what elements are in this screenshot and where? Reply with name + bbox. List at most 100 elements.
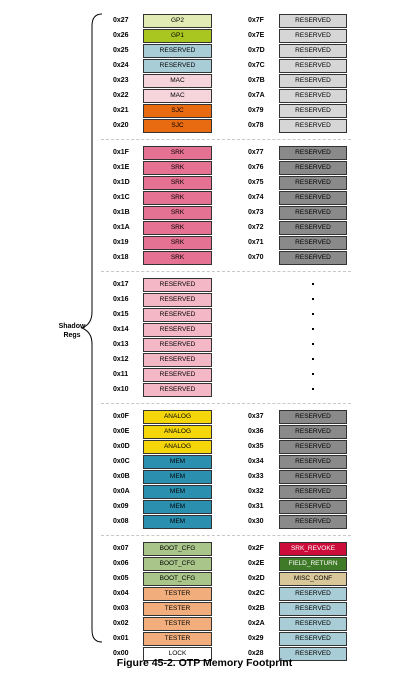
left-row-fuse-box: GP1 — [143, 29, 212, 44]
left-row-address: 0x07 — [113, 544, 129, 552]
left-row-fuse-box: SRK — [143, 221, 212, 236]
left-row-fuse-box: RESERVED — [143, 277, 212, 292]
left-row-address: 0x03 — [113, 604, 129, 612]
ellipsis-dot — [312, 297, 314, 300]
right-row-address: 0x7F — [248, 17, 264, 24]
group-separator — [101, 139, 351, 141]
left-row-address: 0x23 — [113, 77, 129, 85]
left-row-fuse-box: RESERVED — [143, 44, 212, 59]
right-row-fuse-box: RESERVED — [279, 44, 347, 59]
right-row-fuse-box: FIELD_RETURN — [279, 556, 347, 571]
left-row-address: 0x17 — [113, 280, 129, 288]
left-row-fuse-box: RESERVED — [143, 292, 212, 307]
right-row-address: 0x7C — [248, 62, 265, 70]
left-row-fuse-box: SRK — [143, 176, 212, 190]
right-row-fuse-box: RESERVED — [279, 160, 347, 175]
right-row-address: 0x35 — [248, 442, 264, 450]
left-row-address: 0x14 — [113, 325, 129, 333]
right-row-fuse-box: RESERVED — [279, 74, 347, 89]
left-row-fuse-box: RESERVED — [143, 353, 212, 368]
left-row-address: 0x1D — [113, 179, 130, 186]
left-row-fuse-box: GP2 — [143, 14, 212, 28]
left-row-fuse-box: MEM — [143, 454, 212, 469]
shadow-regs-label: Shadow Regs — [58, 323, 86, 339]
group-separator — [101, 403, 351, 405]
left-row-address: 0x22 — [113, 92, 129, 100]
ellipsis-dot — [312, 312, 314, 315]
right-row-address: 0x73 — [248, 209, 264, 217]
left-row-address: 0x01 — [113, 634, 129, 642]
right-row-address: 0x2A — [248, 619, 265, 627]
right-row-fuse-box: RESERVED — [279, 409, 347, 424]
right-row-address: 0x2F — [248, 544, 264, 552]
right-row-address: 0x33 — [248, 472, 264, 480]
right-row-address: 0x71 — [248, 239, 264, 247]
left-row-fuse-box: RESERVED — [143, 383, 212, 398]
right-row-fuse-box: RESERVED — [279, 14, 347, 28]
left-row-address: 0x15 — [113, 310, 129, 318]
left-row-fuse-box: RESERVED — [143, 338, 212, 352]
left-row-fuse-box: SRK — [143, 145, 212, 160]
left-row-address: 0x09 — [113, 503, 129, 510]
right-row-fuse-box: RESERVED — [279, 515, 347, 530]
right-row-address: 0x28 — [248, 649, 264, 657]
right-row-fuse-box: RESERVED — [279, 439, 347, 454]
left-row-address: 0x1C — [113, 194, 130, 202]
right-row-address: 0x7B — [248, 77, 265, 85]
left-row-address: 0x25 — [113, 47, 129, 55]
right-row-address: 0x79 — [248, 107, 264, 115]
right-row-address: 0x74 — [248, 194, 264, 202]
right-row-fuse-box: RESERVED — [279, 206, 347, 221]
figure-caption: Figure 45-2. OTP Memory Footprint — [116, 657, 293, 669]
right-row-fuse-box: RESERVED — [279, 454, 347, 469]
right-row-fuse-box: RESERVED — [279, 251, 347, 266]
left-row-fuse-box: RESERVED — [143, 307, 212, 322]
left-row-fuse-box: BOOT_CFG — [143, 571, 212, 586]
left-row-address: 0x0B — [113, 472, 130, 480]
right-row-fuse-box: RESERVED — [279, 29, 347, 44]
left-row-fuse-box: TESTER — [143, 586, 212, 601]
right-row-fuse-box: RESERVED — [279, 586, 347, 601]
left-row-fuse-box: MEM — [143, 469, 212, 484]
left-row-fuse-box: MAC — [143, 89, 212, 104]
shadow-regs-brace — [80, 13, 103, 643]
left-row-address: 0x1A — [113, 224, 130, 232]
left-row-fuse-box: BOOT_CFG — [143, 541, 212, 556]
right-row-address: 0x75 — [248, 179, 264, 186]
right-row-fuse-box: RESERVED — [279, 221, 347, 236]
left-row-address: 0x26 — [113, 32, 129, 40]
left-row-fuse-box: LOCK — [143, 646, 212, 661]
left-row-address: 0x10 — [113, 386, 129, 394]
left-row-address: 0x16 — [113, 295, 129, 303]
left-row-address: 0x08 — [113, 518, 129, 526]
left-row-fuse-box: ANALOG — [143, 424, 212, 439]
left-row-fuse-box: SRK — [143, 191, 212, 206]
left-row-fuse-box: TESTER — [143, 601, 212, 616]
left-row-fuse-box: RESERVED — [143, 322, 212, 337]
right-row-fuse-box: RESERVED — [279, 469, 347, 484]
left-row-fuse-box: MEM — [143, 500, 212, 514]
right-row-fuse-box: RESERVED — [279, 89, 347, 104]
ellipsis-dot — [312, 327, 314, 330]
left-row-address: 0x18 — [113, 254, 129, 262]
left-row-fuse-box: TESTER — [143, 616, 212, 631]
right-row-fuse-box: RESERVED — [279, 616, 347, 631]
ellipsis-dot — [312, 282, 314, 285]
ellipsis-dot — [312, 388, 314, 391]
right-row-fuse-box: RESERVED — [279, 631, 347, 646]
right-row-fuse-box: SRK_REVOKE — [279, 541, 347, 556]
left-row-fuse-box: RESERVED — [143, 59, 212, 74]
right-row-fuse-box: MISC_CONF — [279, 571, 347, 586]
right-row-fuse-box: RESERVED — [279, 601, 347, 616]
left-row-address: 0x0D — [113, 442, 130, 450]
right-row-address: 0x2E — [248, 559, 265, 567]
left-row-address: 0x0F — [113, 412, 129, 420]
right-row-address: 0x36 — [248, 427, 264, 435]
left-row-fuse-box: MAC — [143, 74, 212, 89]
left-row-fuse-box: BOOT_CFG — [143, 556, 212, 571]
right-row-fuse-box: RESERVED — [279, 176, 347, 190]
left-row-fuse-box: RESERVED — [143, 368, 212, 383]
left-row-address: 0x24 — [113, 62, 129, 70]
right-row-fuse-box: RESERVED — [279, 119, 347, 134]
